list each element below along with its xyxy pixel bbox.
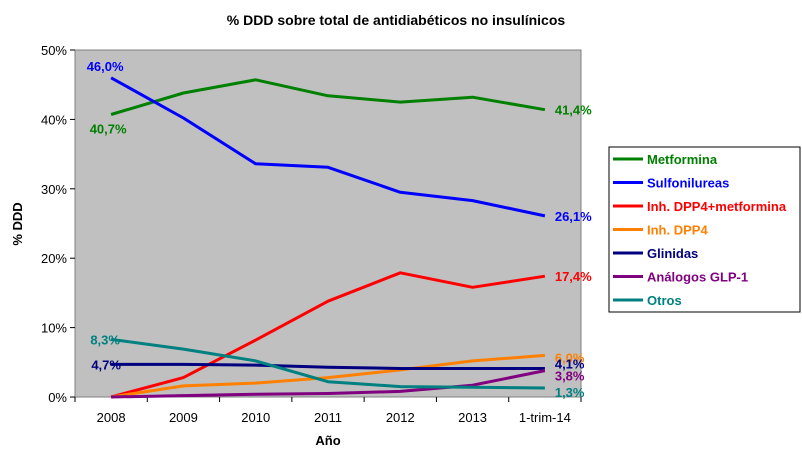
plot-area xyxy=(74,49,582,398)
legend-label: Inh. DPP4+metformina xyxy=(647,199,787,214)
x-tick-label: 2010 xyxy=(241,410,270,425)
legend-label: Metformina xyxy=(647,152,718,167)
series-line-metformina xyxy=(110,78,546,116)
legend-label: Otros xyxy=(647,293,682,308)
series-line-otros xyxy=(110,337,545,390)
series-lines xyxy=(110,76,546,399)
data-label-end: 6,0% xyxy=(555,350,585,365)
legend-label: Análogos GLP-1 xyxy=(647,270,748,285)
series-line-sulfonilureas xyxy=(110,76,546,218)
legend-box xyxy=(608,146,801,313)
x-axis-label: Año xyxy=(315,433,340,448)
legend-label: Inh. DPP4 xyxy=(647,223,708,238)
series-line-inh-dpp4 xyxy=(110,353,546,399)
x-tick-label: 2009 xyxy=(169,410,198,425)
legend-label: Sulfonilureas xyxy=(647,176,729,191)
x-tick-label: 2012 xyxy=(386,410,415,425)
y-tick-label: 30% xyxy=(41,182,67,197)
data-label-start: 8,3% xyxy=(90,332,120,347)
series-line-glinidas xyxy=(111,362,545,370)
data-label-end: 1,3% xyxy=(555,385,585,400)
data-label-end: 26,1% xyxy=(555,209,592,224)
data-label-end: 41,4% xyxy=(555,103,592,118)
y-tick-label: 0% xyxy=(48,390,67,405)
data-label-end: 17,4% xyxy=(555,269,592,284)
y-tick-label: 10% xyxy=(41,321,67,336)
x-tick-label: 2011 xyxy=(314,410,342,425)
y-tick-label: 50% xyxy=(41,43,67,58)
x-tick-label: 2013 xyxy=(458,410,487,425)
legend-items: Metformina Sulfonilureas Inh. DPP4+metform… xyxy=(613,152,787,308)
legend-label: Glinidas xyxy=(647,246,698,261)
y-axis: 0% 10% 20% 30% 40% 50% xyxy=(41,43,75,405)
y-tick-label: 40% xyxy=(41,112,67,127)
y-tick-label: 20% xyxy=(41,251,67,266)
x-tick-label: 2008 xyxy=(97,410,126,425)
data-label-end: 3,8% xyxy=(555,369,585,384)
chart-title: % DDD sobre total de antidiabéticos no i… xyxy=(227,12,566,28)
legend: Metformina Sulfonilureas Inh. DPP4+metform… xyxy=(608,146,801,313)
data-label-start: 4,7% xyxy=(91,357,121,372)
x-tick-label: 1-trim-14 xyxy=(519,410,571,425)
x-axis: 2008 2009 2010 2011 2012 2013 1-trim-14 xyxy=(74,397,582,425)
series-line-an-logos-glp-1 xyxy=(111,369,546,399)
data-label-start: 40,7% xyxy=(90,122,127,137)
data-label-start: 46,0% xyxy=(87,59,124,74)
y-axis-label: % DDD xyxy=(10,202,25,245)
data-label-end: 4,1% xyxy=(555,357,585,372)
series-line-inh-dpp4-metformina xyxy=(110,271,546,399)
data-labels: 40,7% 41,4% 46,0% 26,1% 17,4% 6,0% 4,7% 4,1%3,8… xyxy=(87,59,592,400)
